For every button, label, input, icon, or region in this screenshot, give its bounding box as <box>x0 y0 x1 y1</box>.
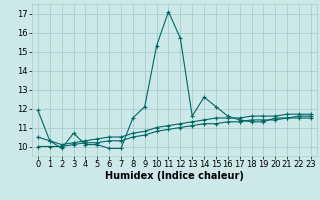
X-axis label: Humidex (Indice chaleur): Humidex (Indice chaleur) <box>105 171 244 181</box>
